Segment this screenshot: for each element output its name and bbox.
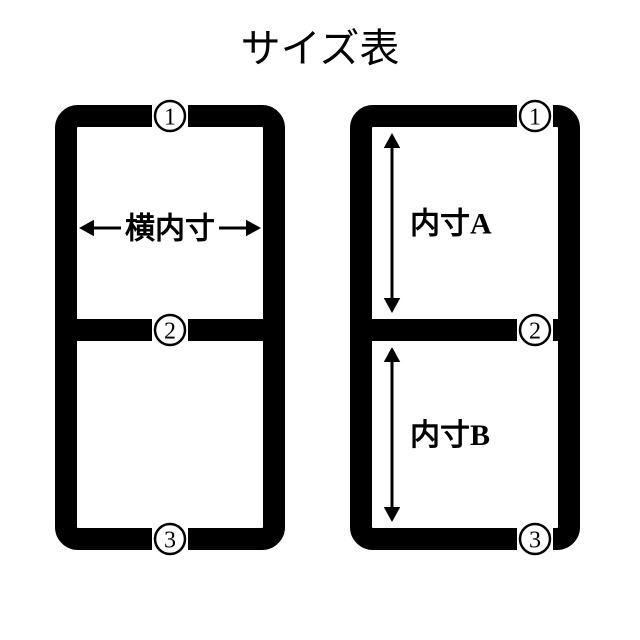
diagram-title: サイズ表 — [241, 26, 400, 71]
right-circle-2-label: 2 — [529, 318, 541, 344]
left-circle-1-label: 1 — [164, 104, 176, 130]
left-circle-3-label: 3 — [164, 527, 176, 553]
right-dim-a-arrow-down — [384, 298, 401, 313]
right-dim-b-arrow-down — [384, 507, 401, 522]
left-dim-arrow-r — [246, 220, 261, 237]
left-dim-arrow-l — [79, 220, 94, 237]
right-dim-a-arrow-up — [384, 133, 401, 148]
right-dim-b-label: 内寸B — [410, 419, 490, 452]
right-dim-b-arrow-up — [384, 347, 401, 362]
left-circle-2-label: 2 — [164, 318, 176, 344]
right-dim-a-label: 内寸A — [410, 208, 492, 241]
right-circle-3-label: 3 — [529, 527, 541, 553]
right-circle-1-label: 1 — [529, 104, 541, 130]
left-dim-label: 横内寸 — [125, 213, 215, 246]
